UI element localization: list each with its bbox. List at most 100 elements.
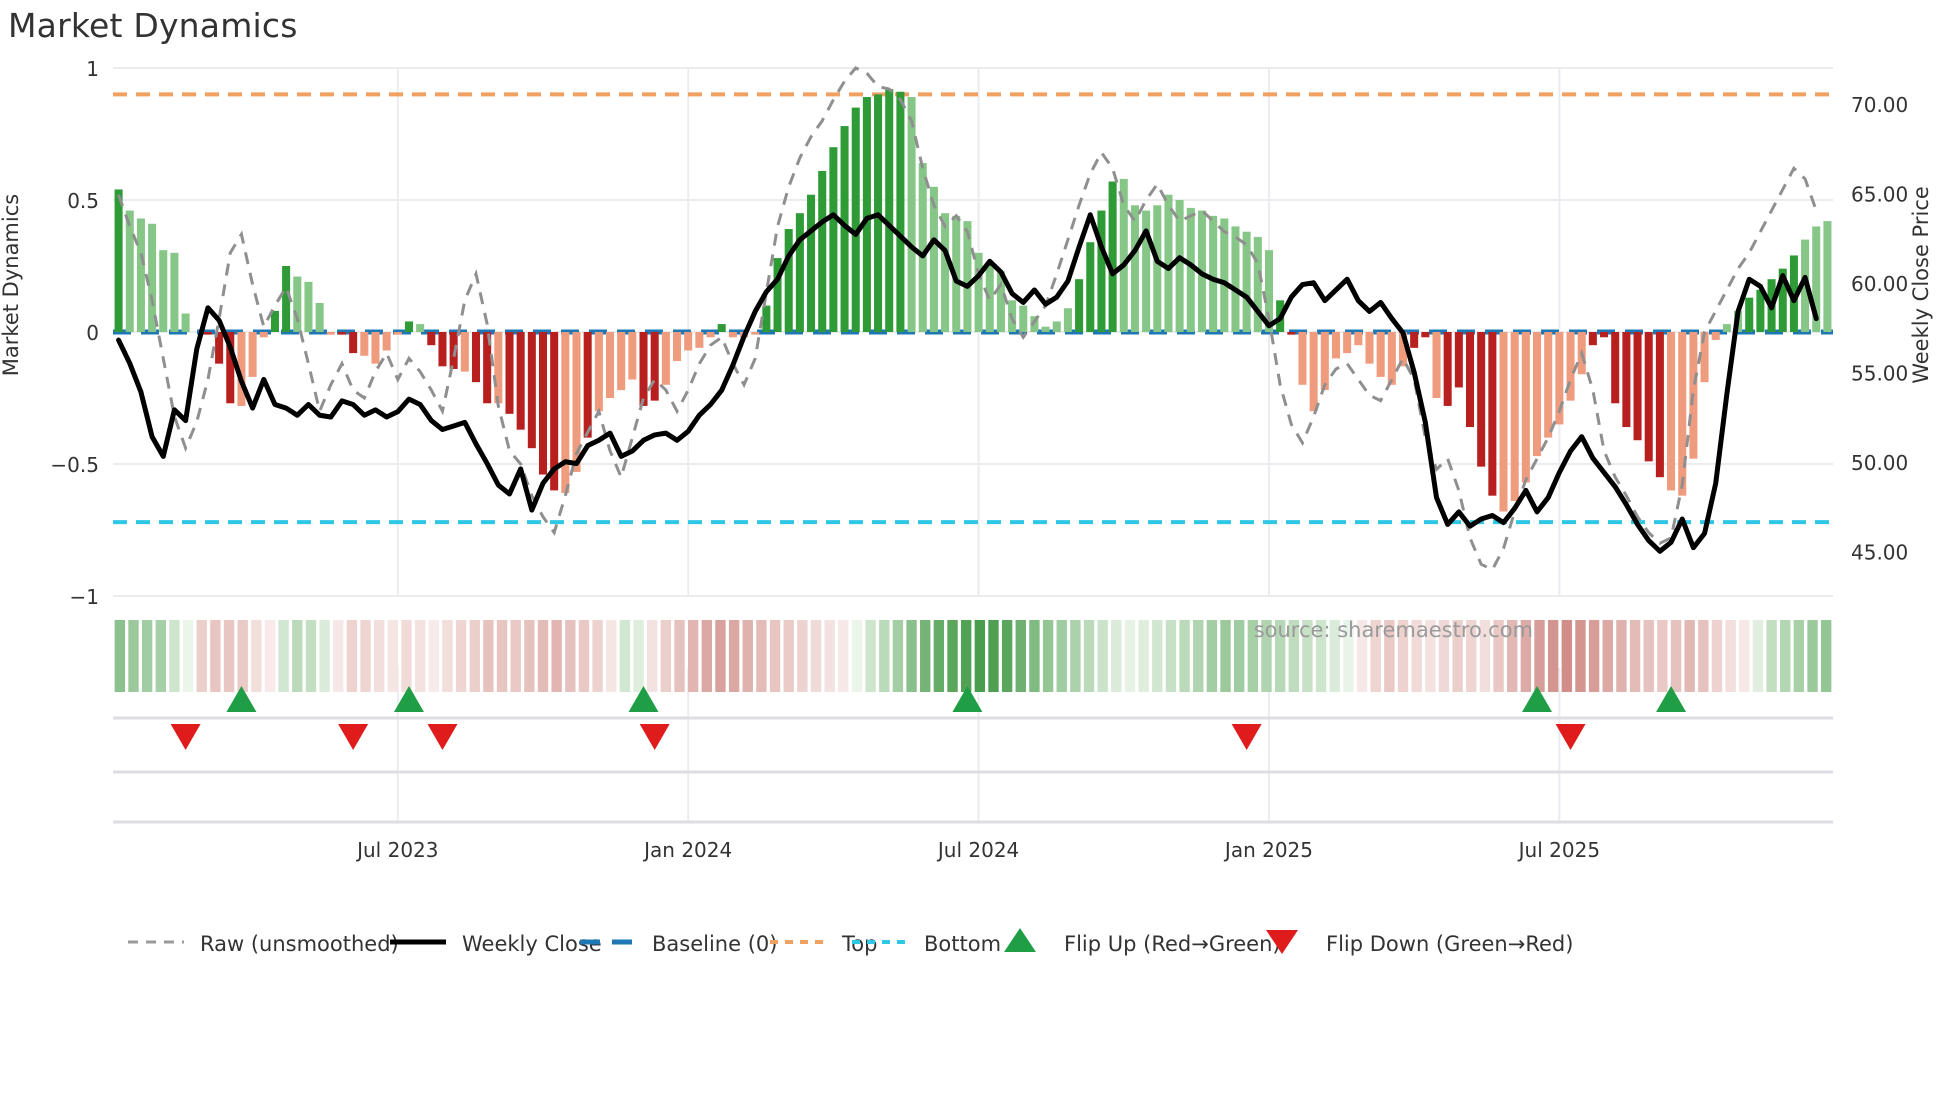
strip-cell [701,620,712,692]
strip-cell [933,620,945,692]
bar [941,213,950,332]
bar-series [114,89,1832,512]
strip-cell [879,620,890,692]
bar [706,332,715,338]
y-tick-label-left: 0.5 [67,189,99,213]
bar [1633,332,1642,441]
legend-item[interactable]: Weekly Close [390,932,602,956]
bar [427,332,436,346]
strip-cell [1493,620,1504,692]
strip-cell [674,620,685,692]
strip-cell [401,620,412,692]
legend-item[interactable]: Bottom [852,932,1001,956]
sentiment-strip [114,620,1832,692]
bar [684,332,693,351]
bar [963,221,972,332]
bar [125,210,134,332]
bar [1130,205,1139,332]
strip-cell [1711,620,1723,692]
bar [1298,332,1307,385]
strip-cell [483,620,494,692]
bar [1465,332,1475,428]
strip-cell [1152,620,1163,692]
strip-cell [278,620,289,692]
strip-cell [1179,620,1190,692]
strip-cell [851,620,863,692]
bar [840,126,849,332]
strip-cell [1629,620,1641,692]
strip-cell [1588,620,1600,692]
strip-cell [1425,620,1436,692]
bar [1343,332,1352,354]
legend-item[interactable]: Flip Up (Red→Green) [1004,928,1281,956]
bar [1488,332,1497,496]
strip-cell [1752,620,1764,692]
strip-cell [210,620,221,692]
strip-cell [865,620,876,692]
x-axis: Jul 2023 Jan 2024 Jul 2024 Jan 2025 Jul 2025 [355,838,1600,862]
legend-item[interactable]: Flip Down (Green→Red) [1266,930,1573,956]
y-tick-label-left: 1 [86,57,99,81]
y-tick-label-left: −0.5 [50,453,99,477]
legend-item[interactable]: Raw (unsmoothed) [128,932,399,956]
strip-cell [1329,620,1340,692]
strip-cell [1083,620,1095,692]
strip-cell [1056,620,1067,692]
strip-cell [196,620,207,692]
bar [795,213,804,332]
strip-cell [346,620,358,692]
bar [784,229,793,332]
bar [1231,226,1240,332]
bar [393,332,402,335]
strip-cell [742,620,753,692]
strip-cell [1370,620,1381,692]
bar [483,332,492,404]
legend-triangle-up-icon [1004,928,1036,952]
strip-cell [114,620,126,692]
flip-up-marker [226,686,257,712]
bar [226,332,235,404]
bar [1555,332,1564,425]
x-tick-label: Jan 2025 [1223,838,1313,862]
strip-cell [496,620,508,692]
y-tick-label-left: −1 [70,585,99,609]
bar [617,332,626,391]
bar [1454,332,1463,388]
bar [1533,332,1542,457]
bar [237,332,246,406]
bar [851,107,860,332]
strip-cell [1643,620,1654,692]
strip-cell [551,620,562,692]
bar [349,332,358,354]
bar [650,332,659,401]
x-tick-label: Jul 2023 [355,838,438,862]
bar [1443,332,1452,406]
strip-cell [1698,620,1709,692]
strip-cell [1124,620,1136,692]
bar [1186,207,1195,332]
strip-cell [1261,620,1272,692]
legend-item[interactable]: Top [770,932,877,956]
bar [1331,332,1341,359]
bar [639,332,648,406]
strip-cell [1766,620,1777,692]
strip-cell [169,620,180,692]
strip-cell [1111,620,1122,692]
bar [728,332,737,338]
legend-item[interactable]: Baseline (0) [580,932,777,956]
bar [896,91,905,332]
bar [1119,178,1128,332]
strip-cell [1384,620,1395,692]
strip-cell [687,620,699,692]
flip-down-marker [1231,724,1262,750]
bar [1823,221,1832,332]
bar [1711,332,1720,340]
bar [1722,324,1731,332]
strip-cell [537,620,549,692]
strip-cell [578,620,590,692]
strip-cell [1616,620,1627,692]
bar [270,310,279,332]
strip-cell [1001,620,1013,692]
bar [1566,332,1575,401]
